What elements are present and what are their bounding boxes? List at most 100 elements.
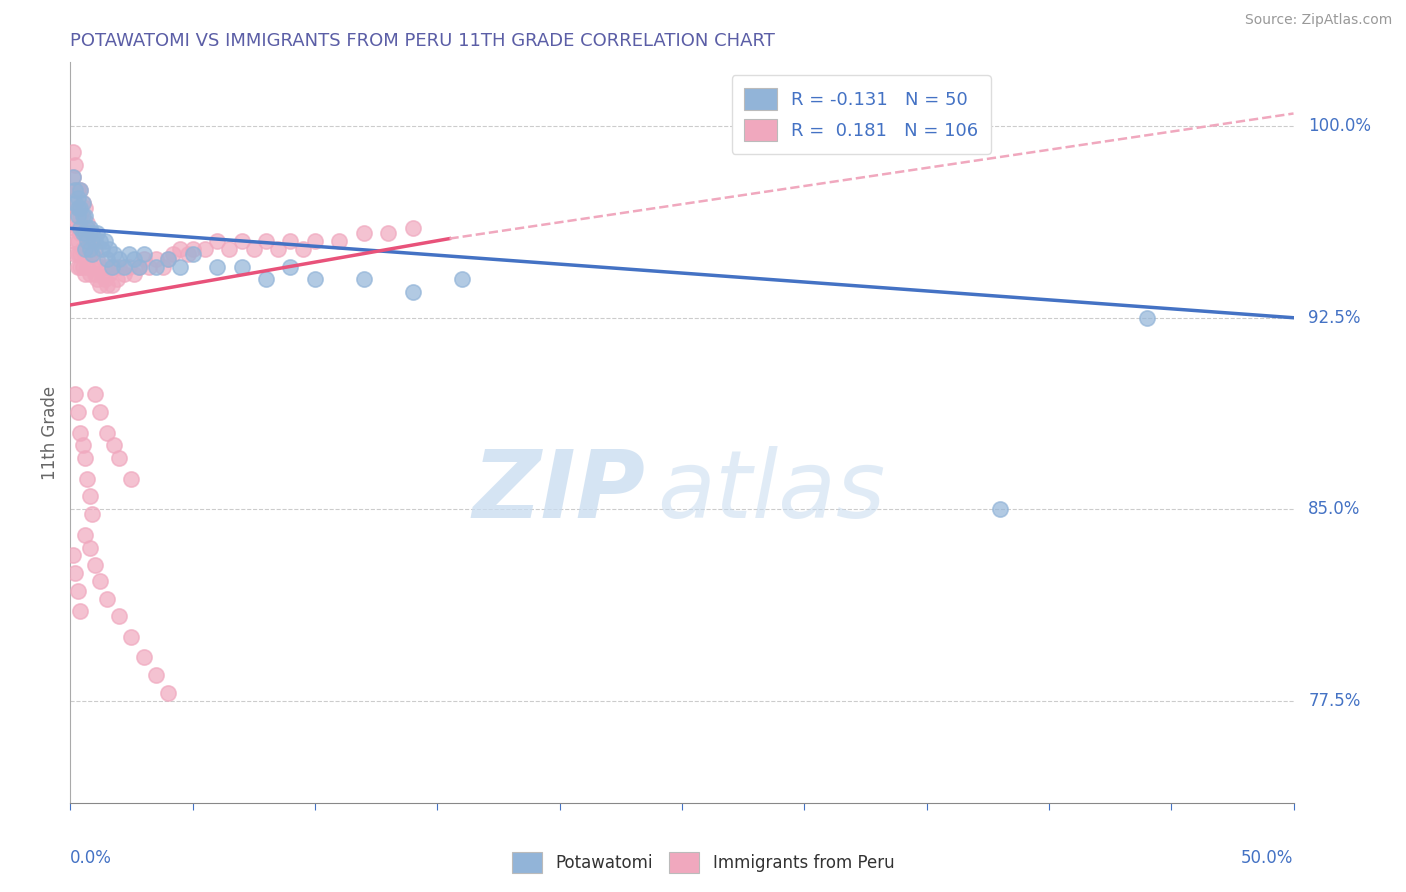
Point xyxy=(63,157,86,171)
Point xyxy=(118,247,141,261)
Point xyxy=(243,242,266,256)
Point xyxy=(79,221,101,235)
Point xyxy=(93,272,115,286)
Point xyxy=(83,558,105,573)
Point xyxy=(254,272,277,286)
Point xyxy=(72,195,94,210)
Point xyxy=(73,451,96,466)
Point xyxy=(62,548,84,562)
Point xyxy=(62,170,84,185)
Point xyxy=(72,242,94,256)
Point xyxy=(89,405,111,419)
Point xyxy=(73,227,96,241)
Point xyxy=(83,242,105,256)
Point xyxy=(152,260,174,274)
Point xyxy=(328,234,350,248)
Point xyxy=(66,191,89,205)
Text: Source: ZipAtlas.com: Source: ZipAtlas.com xyxy=(1244,13,1392,28)
Point xyxy=(72,260,94,274)
Point xyxy=(86,227,108,241)
Point xyxy=(72,221,94,235)
Point xyxy=(73,242,96,256)
Point xyxy=(128,260,150,274)
Point xyxy=(76,216,98,230)
Point xyxy=(157,252,180,266)
Point xyxy=(112,268,135,282)
Point xyxy=(353,227,375,241)
Point xyxy=(63,387,86,401)
Point xyxy=(73,227,96,241)
Point xyxy=(103,438,125,452)
Point xyxy=(218,242,240,256)
Point xyxy=(66,405,89,419)
Point xyxy=(76,234,98,248)
Point xyxy=(86,252,108,266)
Point xyxy=(1136,310,1159,325)
Point xyxy=(62,170,84,185)
Point xyxy=(73,268,96,282)
Point xyxy=(96,252,118,266)
Point xyxy=(79,490,101,504)
Point xyxy=(82,508,104,522)
Point xyxy=(122,252,145,266)
Point xyxy=(73,247,96,261)
Point xyxy=(89,260,111,274)
Point xyxy=(353,272,375,286)
Point xyxy=(402,221,425,235)
Point xyxy=(132,650,155,665)
Point xyxy=(66,221,89,235)
Point xyxy=(304,234,326,248)
Point xyxy=(231,234,253,248)
Point xyxy=(63,234,86,248)
Text: 100.0%: 100.0% xyxy=(1308,117,1371,136)
Point xyxy=(988,502,1011,516)
Legend: R = -0.131   N = 50, R =  0.181   N = 106: R = -0.131 N = 50, R = 0.181 N = 106 xyxy=(731,75,991,153)
Point xyxy=(79,247,101,261)
Text: 77.5%: 77.5% xyxy=(1308,691,1361,710)
Point xyxy=(69,221,91,235)
Point xyxy=(82,227,104,241)
Point xyxy=(377,227,399,241)
Y-axis label: 11th Grade: 11th Grade xyxy=(41,385,59,480)
Point xyxy=(304,272,326,286)
Point xyxy=(177,247,200,261)
Point xyxy=(66,183,89,197)
Point xyxy=(66,234,89,248)
Point xyxy=(101,260,124,274)
Point xyxy=(93,234,115,248)
Point xyxy=(62,145,84,159)
Point xyxy=(66,260,89,274)
Point xyxy=(96,277,118,292)
Point xyxy=(63,566,86,580)
Text: 0.0%: 0.0% xyxy=(70,849,112,867)
Point xyxy=(157,686,180,700)
Point xyxy=(254,234,277,248)
Point xyxy=(280,234,302,248)
Text: 92.5%: 92.5% xyxy=(1308,309,1361,326)
Point xyxy=(82,234,104,248)
Point xyxy=(63,247,86,261)
Point xyxy=(73,209,96,223)
Point xyxy=(205,260,228,274)
Text: atlas: atlas xyxy=(658,446,886,537)
Point xyxy=(89,234,111,248)
Point xyxy=(169,242,191,256)
Point xyxy=(69,201,91,215)
Point xyxy=(63,195,86,210)
Point xyxy=(169,260,191,274)
Point xyxy=(280,260,302,274)
Text: 85.0%: 85.0% xyxy=(1308,500,1361,518)
Point xyxy=(181,247,204,261)
Point xyxy=(72,195,94,210)
Point xyxy=(145,668,167,682)
Text: POTAWATOMI VS IMMIGRANTS FROM PERU 11TH GRADE CORRELATION CHART: POTAWATOMI VS IMMIGRANTS FROM PERU 11TH … xyxy=(70,32,775,50)
Point xyxy=(73,201,96,215)
Point xyxy=(121,630,143,644)
Point xyxy=(128,260,150,274)
Point xyxy=(63,209,86,223)
Point xyxy=(69,183,91,197)
Point xyxy=(63,221,86,235)
Point xyxy=(145,260,167,274)
Point xyxy=(402,285,425,300)
Legend: Potawatomi, Immigrants from Peru: Potawatomi, Immigrants from Peru xyxy=(505,846,901,880)
